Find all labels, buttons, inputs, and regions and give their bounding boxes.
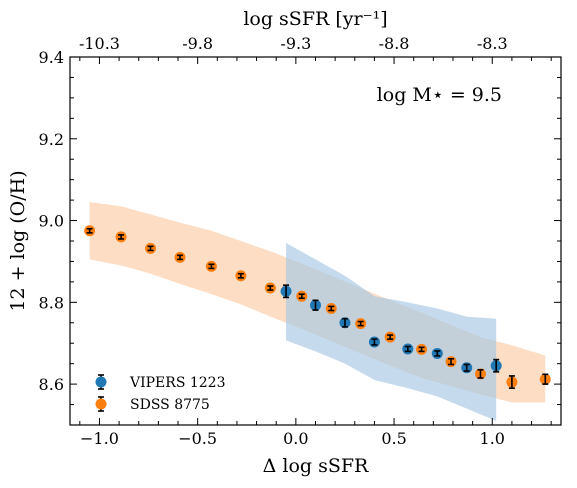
top-tick-label: -8.3 — [477, 34, 508, 53]
point-sdss — [264, 282, 276, 294]
y-tick-label: 9.2 — [39, 130, 64, 149]
point-sdss — [84, 225, 96, 237]
point-sdss — [235, 270, 247, 282]
top-tick-label: -10.3 — [79, 34, 120, 53]
axis-ticks: −1.0 −0.5 0.0 0.5 1.0 8.6 8.8 9.0 9.2 9.4 -10.3 -9.… — [39, 34, 561, 448]
legend-marker — [95, 376, 107, 388]
point-vipers — [280, 284, 292, 299]
top-tick-label: -8.8 — [379, 34, 410, 53]
legend-marker — [95, 398, 107, 410]
point-sdss — [539, 373, 551, 385]
point-vipers — [339, 317, 351, 329]
point-sdss — [384, 331, 396, 343]
point-vipers — [310, 299, 321, 311]
legend-label: SDSS 8775 — [130, 397, 210, 413]
point-vipers — [402, 343, 414, 355]
legend-item: VIPERS 1223 — [95, 374, 226, 391]
y-tick-label: 8.8 — [39, 293, 64, 312]
point-sdss — [445, 356, 457, 368]
point-sdss — [506, 375, 518, 390]
legend: VIPERS 1223 SDSS 8775 — [95, 374, 226, 413]
top-tick-label: -9.8 — [182, 34, 213, 53]
point-vipers — [368, 336, 380, 348]
point-sdss — [416, 343, 428, 355]
point-sdss — [296, 290, 308, 302]
point-sdss — [205, 260, 217, 272]
top-tick-label: -9.3 — [280, 34, 311, 53]
point-sdss — [474, 368, 486, 380]
legend-item: SDSS 8775 — [95, 396, 210, 413]
point-sdss — [115, 231, 127, 243]
y-axis-label: 12 + log (O/H) — [7, 170, 29, 311]
point-sdss — [325, 302, 337, 314]
point-sdss — [174, 251, 186, 263]
y-tick-label: 9.4 — [39, 48, 64, 67]
x-axis-label: Δ log sSFR — [263, 455, 369, 477]
legend-label: VIPERS 1223 — [129, 375, 226, 391]
x-tick-label: 0.0 — [283, 429, 308, 448]
y-tick-label: 8.6 — [39, 375, 64, 394]
x-tick-label: 0.5 — [381, 429, 406, 448]
x-tick-label: −0.5 — [178, 429, 217, 448]
point-vipers — [461, 362, 473, 374]
data-points — [84, 225, 551, 390]
point-sdss — [355, 318, 367, 330]
top-axis-label: log sSFR [yr⁻¹] — [243, 8, 387, 30]
x-tick-label: −1.0 — [80, 429, 119, 448]
point-vipers — [490, 358, 502, 373]
x-tick-label: 1.0 — [480, 429, 505, 448]
y-tick-label: 9.0 — [39, 212, 64, 231]
mass-annotation: log M⋆ = 9.5 — [377, 84, 502, 106]
point-sdss — [145, 242, 157, 254]
point-vipers — [431, 347, 443, 359]
